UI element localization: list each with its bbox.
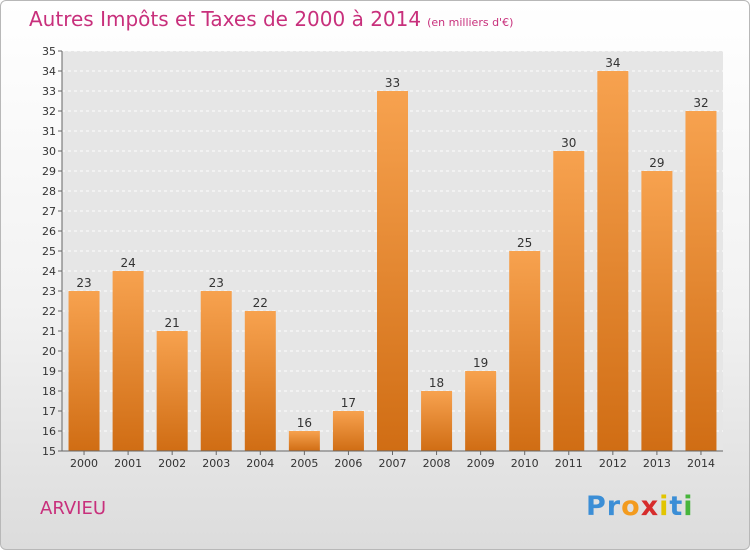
y-tick-label: 25 [42,245,56,258]
data-label: 25 [517,236,532,250]
data-label: 18 [429,376,444,390]
y-tick-label: 28 [42,185,56,198]
x-tick-label: 2008 [423,457,451,470]
x-tick-label: 2002 [158,457,186,470]
data-label: 16 [297,416,312,430]
x-tick-label: 2013 [643,457,671,470]
y-tick-label: 16 [42,425,56,438]
bar [421,391,453,451]
x-tick-label: 2009 [467,457,495,470]
logo-letter: i [659,491,670,522]
bar [156,331,188,451]
y-tick-label: 30 [42,145,56,158]
y-tick-label: 21 [42,325,56,338]
title-text: Autres Impôts et Taxes de 2000 à 2014 [29,7,422,31]
x-tick-label: 2003 [202,457,230,470]
y-tick-label: 20 [42,345,56,358]
y-tick-label: 17 [42,405,56,418]
y-tick-label: 27 [42,205,56,218]
logo-letter: o [621,491,641,522]
bar [377,91,408,451]
y-tick-label: 18 [42,385,56,398]
y-tick-label: 31 [42,125,56,138]
x-tick-label: 2010 [511,457,539,470]
bar [332,411,364,451]
data-label: 24 [120,256,135,270]
bar [112,271,144,451]
logo-letter: t [669,491,684,522]
y-tick-label: 24 [42,265,56,278]
proxiti-logo: Proxiti [586,491,694,522]
data-label: 32 [693,96,708,110]
bar [244,311,276,451]
y-tick-label: 29 [42,165,56,178]
y-tick-label: 19 [42,365,56,378]
y-tick-label: 22 [42,305,56,318]
commune-name: ARVIEU [40,498,107,519]
x-tick-label: 2006 [334,457,362,470]
data-label: 29 [649,156,664,170]
logo-letter: r [606,491,622,522]
data-label: 21 [165,316,180,330]
data-label: 33 [385,76,400,90]
bar [509,251,541,451]
x-tick-label: 2011 [555,457,583,470]
y-tick-label: 33 [42,85,56,98]
bar [465,371,497,451]
x-tick-label: 2012 [599,457,627,470]
chart-title: Autres Impôts et Taxes de 2000 à 2014 (en… [29,7,513,31]
x-tick-label: 2004 [246,457,274,470]
data-label: 30 [561,136,576,150]
x-tick-label: 2000 [70,457,98,470]
x-tick-label: 2014 [687,457,715,470]
bar [685,111,717,451]
data-label: 17 [341,396,356,410]
logo-letter: P [586,491,607,522]
data-label: 23 [76,276,91,290]
data-label: 19 [473,356,488,370]
data-label: 23 [209,276,224,290]
y-tick-label: 32 [42,105,56,118]
y-tick-label: 34 [42,65,56,78]
bar [68,291,100,451]
x-tick-label: 2007 [379,457,407,470]
y-tick-label: 35 [42,45,56,58]
y-tick-label: 26 [42,225,56,238]
bar [641,171,673,451]
title-unit: (en milliers d'€) [427,16,514,29]
x-tick-label: 2005 [290,457,318,470]
data-label: 22 [253,296,268,310]
bar [597,71,629,451]
logo-letter: x [640,491,660,522]
logo-letter: i [683,491,694,522]
bar [288,431,320,451]
y-tick-label: 15 [42,445,56,458]
bar [200,291,232,451]
bar [553,151,585,451]
data-label: 34 [605,56,620,70]
y-tick-label: 23 [42,285,56,298]
x-tick-label: 2001 [114,457,142,470]
